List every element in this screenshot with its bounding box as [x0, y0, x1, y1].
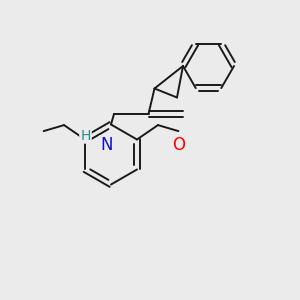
- Text: N: N: [100, 136, 113, 154]
- Text: O: O: [172, 136, 185, 154]
- Text: H: H: [80, 129, 91, 142]
